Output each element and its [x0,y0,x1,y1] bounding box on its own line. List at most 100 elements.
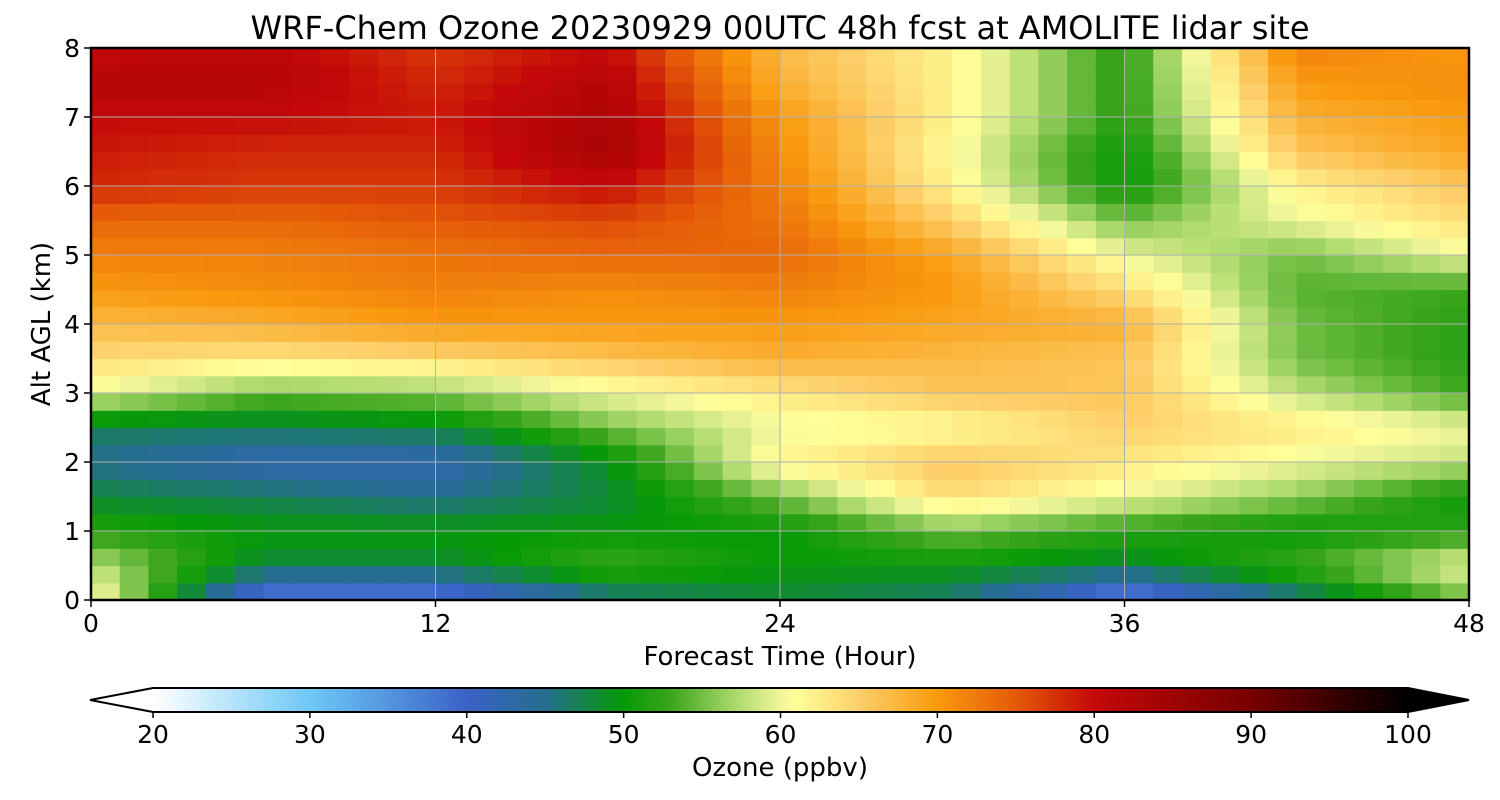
heatmap-cell [636,358,666,377]
heatmap-cell [1124,393,1154,411]
heatmap-cell [205,513,236,532]
heatmap-cell [636,427,666,446]
heatmap-cell [435,531,465,549]
heatmap-cell [866,220,896,239]
heatmap-cell [521,151,551,170]
heatmap-cell [1210,358,1240,377]
heatmap-cell [722,513,752,532]
heatmap-cell [464,479,494,498]
heatmap-cell [1095,462,1126,480]
heatmap-cell [579,186,609,204]
heatmap-cell [378,324,408,342]
heatmap-cell [923,117,953,135]
heatmap-cell [263,289,293,308]
heatmap-cell [263,220,293,239]
heatmap-cell [435,48,465,66]
heatmap-cell [780,410,810,429]
heatmap-cell [263,444,293,463]
heatmap-cell [780,82,810,101]
heatmap-cell [1325,427,1355,446]
heatmap-cell [1095,444,1126,463]
heatmap-cell [320,324,350,342]
heatmap-cell [148,237,178,256]
heatmap-cell [837,48,867,66]
heatmap-cell [636,341,666,360]
heatmap-cell [1268,134,1298,153]
heatmap-cell [1440,203,1469,222]
heatmap-cell [1153,272,1183,291]
heatmap-cell [923,582,953,600]
heatmap-cell [665,168,695,187]
heatmap-cell [263,272,293,291]
heatmap-cell [980,582,1011,600]
heatmap-cell [837,237,867,256]
heatmap-cell [607,427,638,446]
heatmap-cell [1067,565,1097,584]
heatmap-cell [119,203,150,222]
heatmap-cell [579,358,609,377]
heatmap-cell [1354,496,1384,515]
heatmap-cell [866,358,896,377]
heatmap-cell [349,513,379,532]
heatmap-cell [1038,341,1068,360]
heatmap-cell [1181,48,1212,66]
heatmap-cell [693,151,724,170]
heatmap-cell [837,168,867,187]
heatmap-cell [521,444,551,463]
heatmap-cell [464,99,494,118]
heatmap-cell [722,375,752,394]
heatmap-cell [263,496,293,515]
heatmap-cell [406,393,437,411]
heatmap-cell [751,410,781,429]
heatmap-cell [837,134,867,153]
heatmap-cell [923,496,953,515]
heatmap-cell [406,117,437,135]
heatmap-cell [492,48,523,66]
heatmap-cell [1009,48,1039,66]
heatmap-cell [550,289,580,308]
heatmap-cell [291,548,322,567]
heatmap-cell [435,462,465,480]
heatmap-cell [1181,582,1212,600]
heatmap-cell [148,168,178,187]
heatmap-cell [1440,358,1469,377]
heatmap-cell [665,531,695,549]
heatmap-cell [579,99,609,118]
heatmap-cell [1239,99,1269,118]
heatmap-cell [521,117,551,135]
heatmap-cell [320,82,350,101]
heatmap-cell [837,462,867,480]
heatmap-cell [1009,375,1039,394]
heatmap-cell [923,513,953,532]
heatmap-cell [579,324,609,342]
heatmap-cell [1095,565,1126,584]
heatmap-cell [406,582,437,600]
heatmap-cell [1239,272,1269,291]
heatmap-cell [1411,444,1441,463]
heatmap-cell [980,117,1011,135]
heatmap-cell [1325,565,1355,584]
heatmap-cell [1124,427,1154,446]
heatmap-cell [177,99,207,118]
heatmap-cell [1296,582,1327,600]
heatmap-cell [751,358,781,377]
heatmap-cell [464,513,494,532]
heatmap-cell [636,272,666,291]
heatmap-cell [177,220,207,239]
heatmap-cell [1067,513,1097,532]
heatmap-cell [1325,306,1355,325]
heatmap-cell [1124,151,1154,170]
heatmap-cell [521,531,551,549]
heatmap-cell [722,151,752,170]
heatmap-cell [177,272,207,291]
heatmap-cell [1325,410,1355,429]
heatmap-cell [492,82,523,101]
heatmap-cell [1153,151,1183,170]
heatmap-cell [1239,444,1269,463]
heatmap-cell [1382,289,1413,308]
heatmap-cell [1181,306,1212,325]
heatmap-cell [751,203,781,222]
heatmap-cell [378,82,408,101]
heatmap-cell [952,341,982,360]
heatmap-cell [866,82,896,101]
